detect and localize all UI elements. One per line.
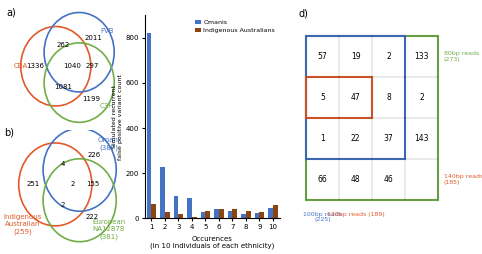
Text: 2: 2 (419, 93, 424, 102)
Bar (246, 211, 251, 218)
Text: a): a) (7, 8, 16, 18)
Bar (259, 212, 264, 218)
Text: C3H: C3H (100, 103, 114, 109)
Text: 37: 37 (384, 134, 393, 143)
Text: d): d) (299, 8, 308, 18)
Text: 22: 22 (351, 134, 361, 143)
Bar (201, 212, 205, 218)
Legend: Omanis, Indigenous Australians: Omanis, Indigenous Australians (193, 18, 277, 35)
X-axis label: Occurences
(in 10 individuals of each ethnicity): Occurences (in 10 individuals of each et… (150, 235, 274, 249)
Bar (268, 208, 273, 218)
Bar (147, 33, 151, 218)
Bar (254, 213, 259, 218)
Bar (205, 211, 210, 218)
Bar (273, 205, 278, 218)
Text: 2: 2 (70, 181, 75, 187)
Text: 100bp reads
(225): 100bp reads (225) (303, 212, 342, 223)
Bar (219, 209, 224, 218)
Text: CBA: CBA (13, 63, 28, 69)
Text: 2: 2 (386, 52, 391, 61)
Text: European
NA12878
(381): European NA12878 (381) (93, 219, 125, 240)
Text: 143: 143 (415, 134, 429, 143)
Text: 1040: 1040 (63, 63, 81, 69)
Text: 133: 133 (415, 52, 429, 61)
Text: 2: 2 (60, 202, 65, 208)
Text: 8: 8 (386, 93, 391, 102)
Text: 297: 297 (85, 63, 99, 69)
Bar (192, 217, 197, 218)
Text: 262: 262 (56, 42, 69, 48)
Text: 5: 5 (320, 93, 325, 102)
Text: 48: 48 (351, 175, 361, 184)
Text: 1: 1 (320, 134, 325, 143)
Text: Omani
(387): Omani (387) (97, 137, 120, 151)
Bar (241, 214, 246, 218)
Bar (306, 77, 372, 118)
Text: 120bp reads (189): 120bp reads (189) (327, 212, 385, 217)
Text: 222: 222 (85, 214, 98, 220)
Bar (151, 204, 156, 218)
Text: b): b) (4, 127, 14, 137)
Bar (174, 196, 178, 218)
Bar (214, 209, 219, 218)
Text: FVB: FVB (100, 28, 114, 34)
Text: 19: 19 (351, 52, 361, 61)
Text: 140bp reads
(185): 140bp reads (185) (443, 174, 482, 185)
Text: 1199: 1199 (82, 96, 100, 102)
Bar (306, 36, 438, 200)
Text: 80bp reads
(273): 80bp reads (273) (443, 51, 479, 61)
Text: 2011: 2011 (84, 35, 102, 41)
Text: 1081: 1081 (54, 84, 72, 90)
Bar (228, 211, 232, 218)
Text: 46: 46 (384, 175, 393, 184)
Text: 4: 4 (60, 161, 65, 167)
Text: Indigenous
Australian
(259): Indigenous Australian (259) (3, 214, 41, 235)
Text: 66: 66 (318, 175, 328, 184)
Bar (160, 167, 165, 218)
Text: 57: 57 (318, 52, 328, 61)
Bar (187, 198, 192, 218)
Bar (178, 214, 183, 218)
Text: 1336: 1336 (26, 63, 44, 69)
Text: 47: 47 (351, 93, 361, 102)
Text: 155: 155 (86, 181, 100, 187)
Bar (232, 209, 237, 218)
Text: 251: 251 (27, 181, 40, 187)
Y-axis label: Simulated recurrent
false positive variant count: Simulated recurrent false positive varia… (112, 74, 123, 160)
Bar (306, 36, 405, 159)
Bar (165, 212, 170, 218)
Text: 226: 226 (88, 152, 101, 158)
